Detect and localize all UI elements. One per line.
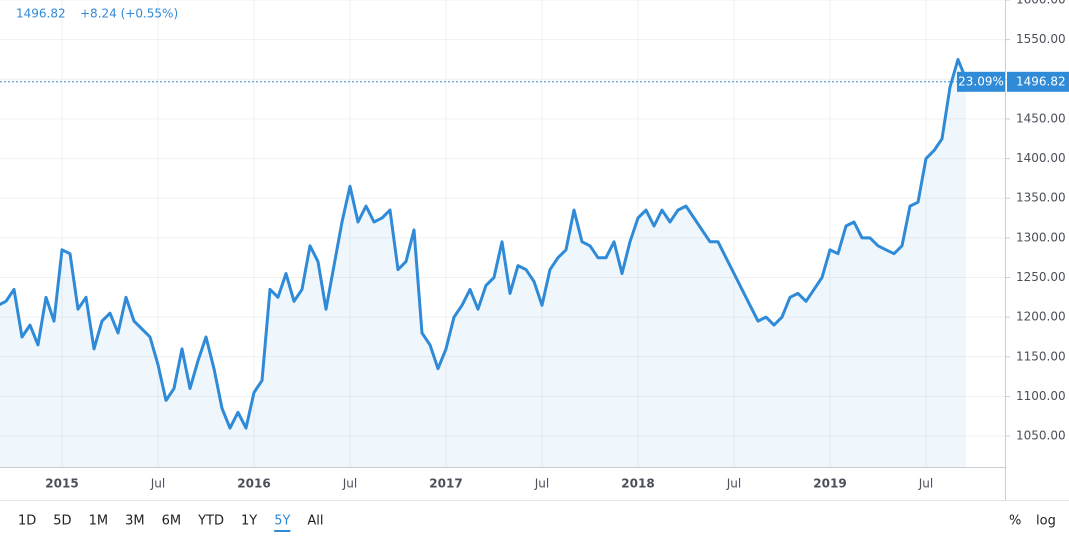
percent-label: 23.09% xyxy=(958,74,1004,88)
area xyxy=(0,59,966,467)
last-price-label-bg xyxy=(1007,71,1069,92)
header-change: +8.24 (+0.55%) xyxy=(80,7,178,21)
x-tick-label: Jul xyxy=(726,477,741,491)
percent-label-bg xyxy=(957,71,1005,92)
range-button[interactable]: 5Y xyxy=(274,514,290,529)
y-tick-label: 1050.00 xyxy=(1016,429,1066,443)
header-price: 1496.82 xyxy=(16,7,66,21)
last-price-label: 1496.82 xyxy=(1016,74,1066,88)
y-tick-label: 1300.00 xyxy=(1016,230,1066,244)
x-tick-label: 2015 xyxy=(45,477,78,491)
toolbar-toggle[interactable]: % xyxy=(1009,514,1021,529)
y-tick-label: 1250.00 xyxy=(1016,270,1066,284)
price-line xyxy=(0,58,968,430)
x-tick-label: 2019 xyxy=(813,477,846,491)
range-button[interactable]: 1M xyxy=(89,514,109,529)
toolbar-toggle[interactable]: log xyxy=(1036,514,1056,529)
y-tick-label: 1450.00 xyxy=(1016,111,1066,125)
y-tick-label: 1600.00 xyxy=(1016,0,1066,7)
x-tick-label: Jul xyxy=(918,477,933,491)
x-tick-label: 2016 xyxy=(237,477,270,491)
x-tick-label: Jul xyxy=(342,477,357,491)
y-tick-label: 1150.00 xyxy=(1016,349,1066,363)
y-tick-label: 1200.00 xyxy=(1016,310,1066,324)
y-tick-label: 1350.00 xyxy=(1016,191,1066,205)
x-tick-label: Jul xyxy=(534,477,549,491)
x-tick-label: 2018 xyxy=(621,477,654,491)
range-button[interactable]: 1Y xyxy=(241,514,257,529)
y-tick-label: 1100.00 xyxy=(1016,389,1066,403)
x-tick-label: 2017 xyxy=(429,477,462,491)
y-tick-label: 1550.00 xyxy=(1016,32,1066,46)
x-tick-label: Jul xyxy=(150,477,165,491)
range-button[interactable]: All xyxy=(307,514,323,529)
range-button[interactable]: 1D xyxy=(18,514,36,529)
range-button[interactable]: 6M xyxy=(162,514,182,529)
range-button[interactable]: YTD xyxy=(197,514,224,529)
range-button[interactable]: 5D xyxy=(53,514,71,529)
range-button[interactable]: 3M xyxy=(125,514,145,529)
y-tick-label: 1400.00 xyxy=(1016,151,1066,165)
